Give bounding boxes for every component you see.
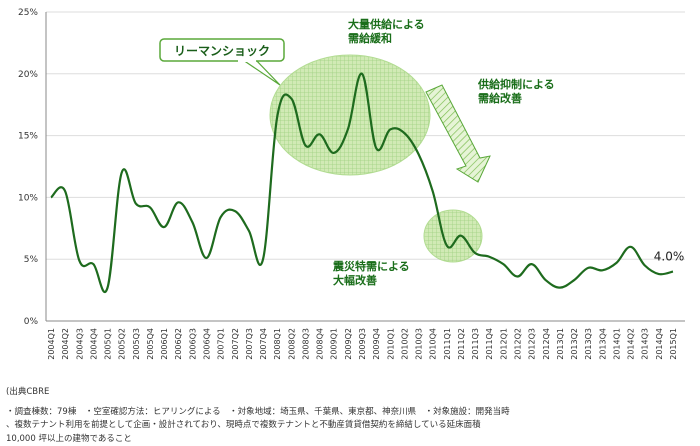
x-tick-label: 2012Q4 — [542, 328, 551, 360]
x-tick-label: 2009Q4 — [372, 328, 381, 360]
x-tick-label: 2014Q2 — [627, 328, 636, 360]
quake-label-1: 震災特需による — [332, 259, 410, 273]
y-tick-label: 0% — [24, 317, 39, 327]
x-tick-label: 2008Q4 — [316, 328, 325, 360]
end-value-label: 4.0% — [654, 250, 685, 264]
x-tick-label: 2007Q1 — [217, 328, 226, 360]
x-tick-label: 2014Q3 — [641, 328, 650, 360]
x-tick-label: 2013Q1 — [556, 328, 565, 360]
note-line-1: ・調査棟数：79棟 ・空室確認方法：ヒアリングによる ・対象地域：埼玉県、千葉県… — [6, 406, 696, 420]
restraint-label-1: 供給抑制による — [477, 77, 555, 91]
x-tick-label: 2010Q4 — [429, 328, 438, 360]
source-note: (出典CBRE — [6, 386, 696, 400]
x-tick-label: 2008Q1 — [273, 328, 282, 360]
y-tick-label: 20% — [18, 70, 38, 80]
x-tick-label: 2005Q4 — [146, 328, 155, 360]
x-tick-label: 2010Q1 — [386, 328, 395, 360]
x-tick-label: 2007Q4 — [259, 328, 268, 360]
y-tick-label: 5% — [24, 255, 39, 265]
notes: (出典CBRE ・調査棟数：79棟 ・空室確認方法：ヒアリングによる ・対象地域… — [6, 386, 696, 446]
x-axis-ticks: 2004Q1 2004Q2 2004Q3 2004Q4 2005Q1 2005Q2 2005… — [47, 328, 678, 360]
y-tick-label: 10% — [18, 193, 38, 203]
x-tick-label: 2004Q1 — [47, 328, 56, 360]
x-tick-label: 2008Q2 — [287, 328, 296, 360]
x-tick-label: 2005Q1 — [104, 328, 113, 360]
x-tick-label: 2007Q3 — [245, 328, 254, 360]
x-tick-label: 2011Q3 — [471, 328, 480, 360]
oversupply-label-2: 需給緩和 — [348, 31, 392, 45]
x-tick-label: 2005Q2 — [118, 328, 127, 360]
x-tick-label: 2006Q2 — [174, 328, 183, 360]
x-tick-label: 2011Q4 — [485, 328, 494, 360]
x-tick-label: 2009Q3 — [358, 328, 367, 360]
restraint-label-2: 需給改善 — [478, 91, 522, 105]
earthquake-highlight — [424, 210, 482, 262]
x-tick-label: 2013Q3 — [584, 328, 593, 360]
x-tick-label: 2006Q3 — [188, 328, 197, 360]
x-tick-label: 2009Q2 — [344, 328, 353, 360]
oversupply-label-1: 大量供給による — [348, 17, 425, 31]
x-tick-label: 2012Q3 — [528, 328, 537, 360]
x-tick-label: 2010Q3 — [415, 328, 424, 360]
x-tick-label: 2013Q2 — [570, 328, 579, 360]
x-tick-label: 2015Q1 — [669, 328, 678, 360]
x-tick-label: 2004Q2 — [61, 328, 70, 360]
x-tick-label: 2014Q1 — [612, 328, 621, 360]
lehman-label: リーマンショック — [174, 44, 270, 58]
x-tick-label: 2010Q2 — [400, 328, 409, 360]
y-tick-label: 15% — [18, 132, 38, 142]
x-tick-label: 2005Q3 — [132, 328, 141, 360]
x-tick-label: 2008Q3 — [301, 328, 310, 360]
x-tick-label: 2012Q2 — [514, 328, 523, 360]
x-tick-label: 2006Q4 — [203, 328, 212, 360]
x-tick-label: 2014Q4 — [655, 328, 664, 360]
x-tick-label: 2011Q2 — [457, 328, 466, 360]
note-line-2: 、複数テナント利用を前提として企画・設計されており、現時点で複数テナントと不動産… — [6, 419, 696, 433]
quake-label-2: 大幅改善 — [333, 273, 377, 287]
x-tick-label: 2004Q4 — [89, 328, 98, 360]
x-tick-label: 2007Q2 — [231, 328, 240, 360]
x-tick-label: 2006Q1 — [160, 328, 169, 360]
oversupply-highlight — [270, 55, 430, 175]
x-tick-label: 2011Q1 — [443, 328, 452, 360]
y-axis-ticks: 0% 5% 10% 15% 20% 25% — [18, 8, 38, 327]
lehman-callout: リーマンショック — [160, 39, 284, 85]
x-tick-label: 2012Q1 — [499, 328, 508, 360]
x-tick-label: 2009Q1 — [330, 328, 339, 360]
x-tick-label: 2004Q3 — [75, 328, 84, 360]
y-tick-label: 25% — [18, 8, 38, 18]
x-tick-label: 2013Q4 — [598, 328, 607, 360]
